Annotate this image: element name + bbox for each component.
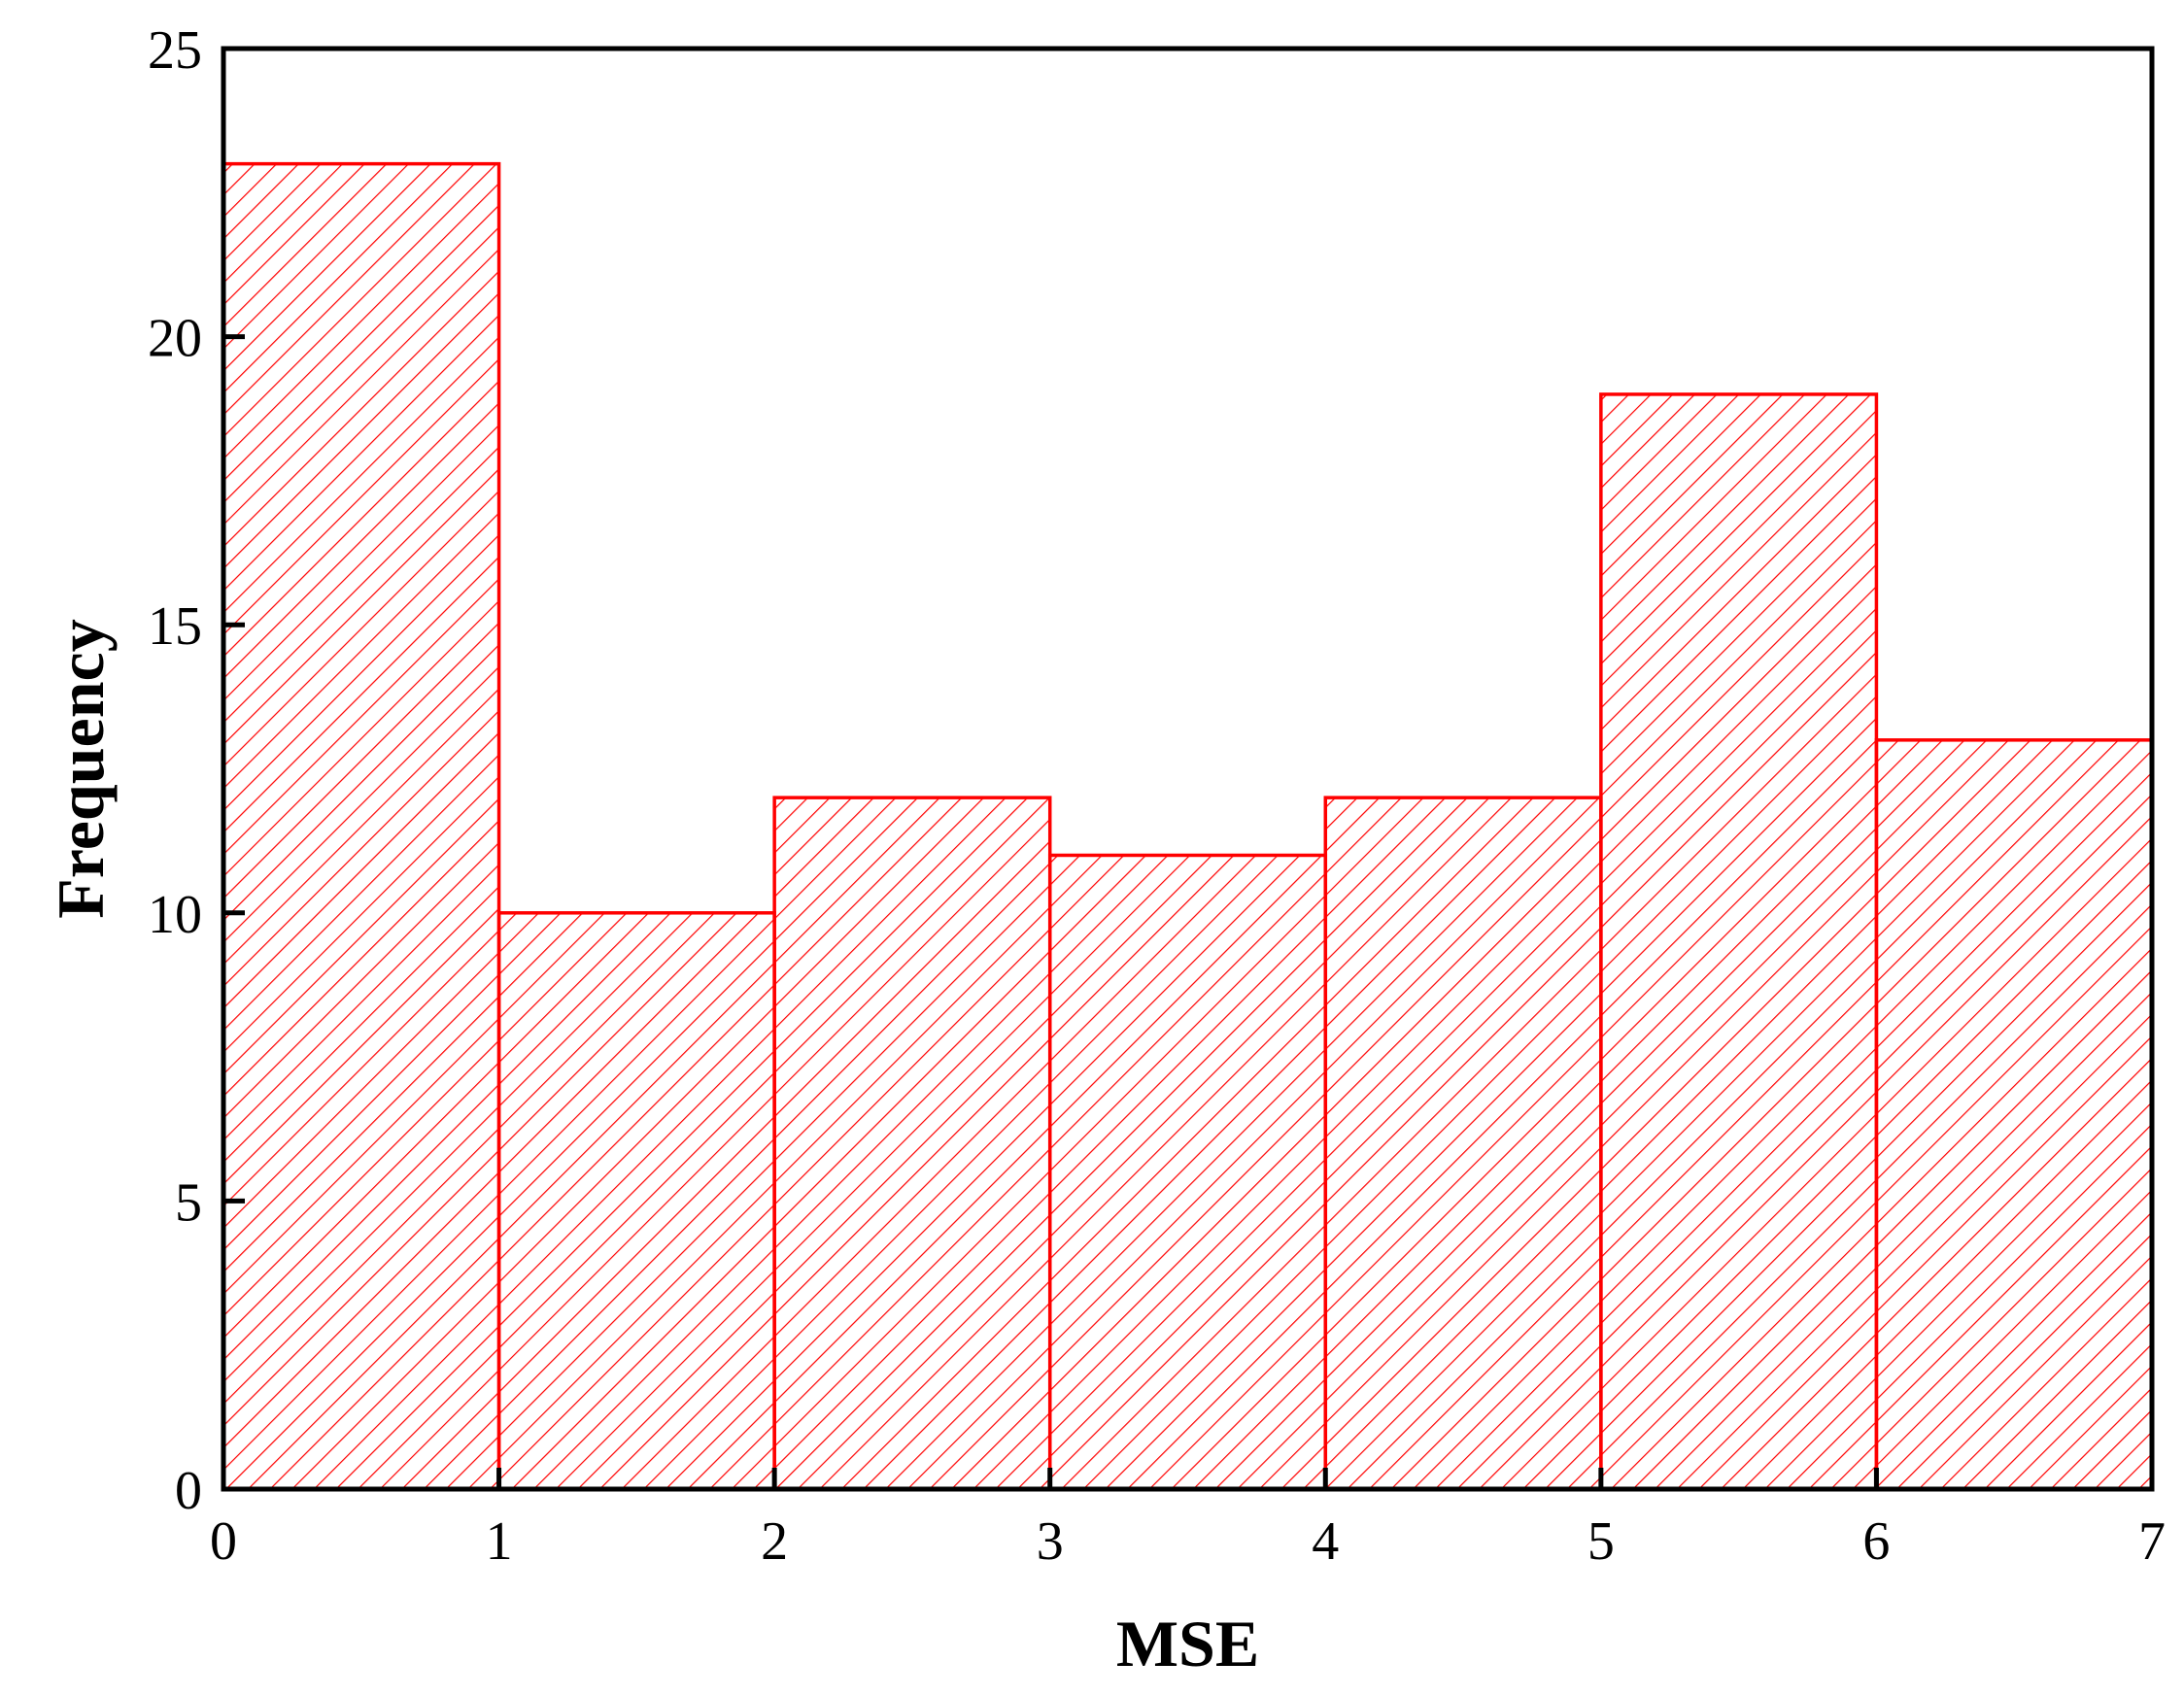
x-tick-label-5: 5 bbox=[1587, 1511, 1615, 1572]
y-tick-label-3: 15 bbox=[148, 596, 202, 657]
y-tick-label-4: 20 bbox=[148, 309, 202, 369]
x-tick-label-4: 4 bbox=[1312, 1511, 1339, 1572]
y-tick-label-0: 0 bbox=[175, 1461, 202, 1521]
histogram-bar-5 bbox=[1601, 394, 1877, 1489]
histogram-bar-3 bbox=[1050, 855, 1326, 1489]
histogram-bar-1 bbox=[499, 913, 775, 1489]
y-axis-title: Frequency bbox=[44, 619, 118, 919]
histogram-bar-6 bbox=[1876, 740, 2152, 1489]
x-tick-label-7: 7 bbox=[2138, 1511, 2166, 1572]
x-tick-label-0: 0 bbox=[210, 1511, 237, 1572]
x-tick-label-6: 6 bbox=[1862, 1511, 1890, 1572]
bars-group bbox=[223, 164, 2152, 1489]
y-tick-label-2: 10 bbox=[148, 885, 202, 945]
x-tick-label-1: 1 bbox=[486, 1511, 513, 1572]
histogram-bar-4 bbox=[1325, 797, 1601, 1489]
histogram-bar-2 bbox=[774, 797, 1050, 1489]
x-axis-title: MSE bbox=[1116, 1607, 1259, 1680]
x-tick-label-3: 3 bbox=[1037, 1511, 1064, 1572]
y-tick-label-1: 5 bbox=[175, 1172, 202, 1233]
y-tick-label-5: 25 bbox=[148, 20, 202, 81]
x-tick-label-2: 2 bbox=[761, 1511, 788, 1572]
histogram-bar-0 bbox=[223, 164, 499, 1489]
